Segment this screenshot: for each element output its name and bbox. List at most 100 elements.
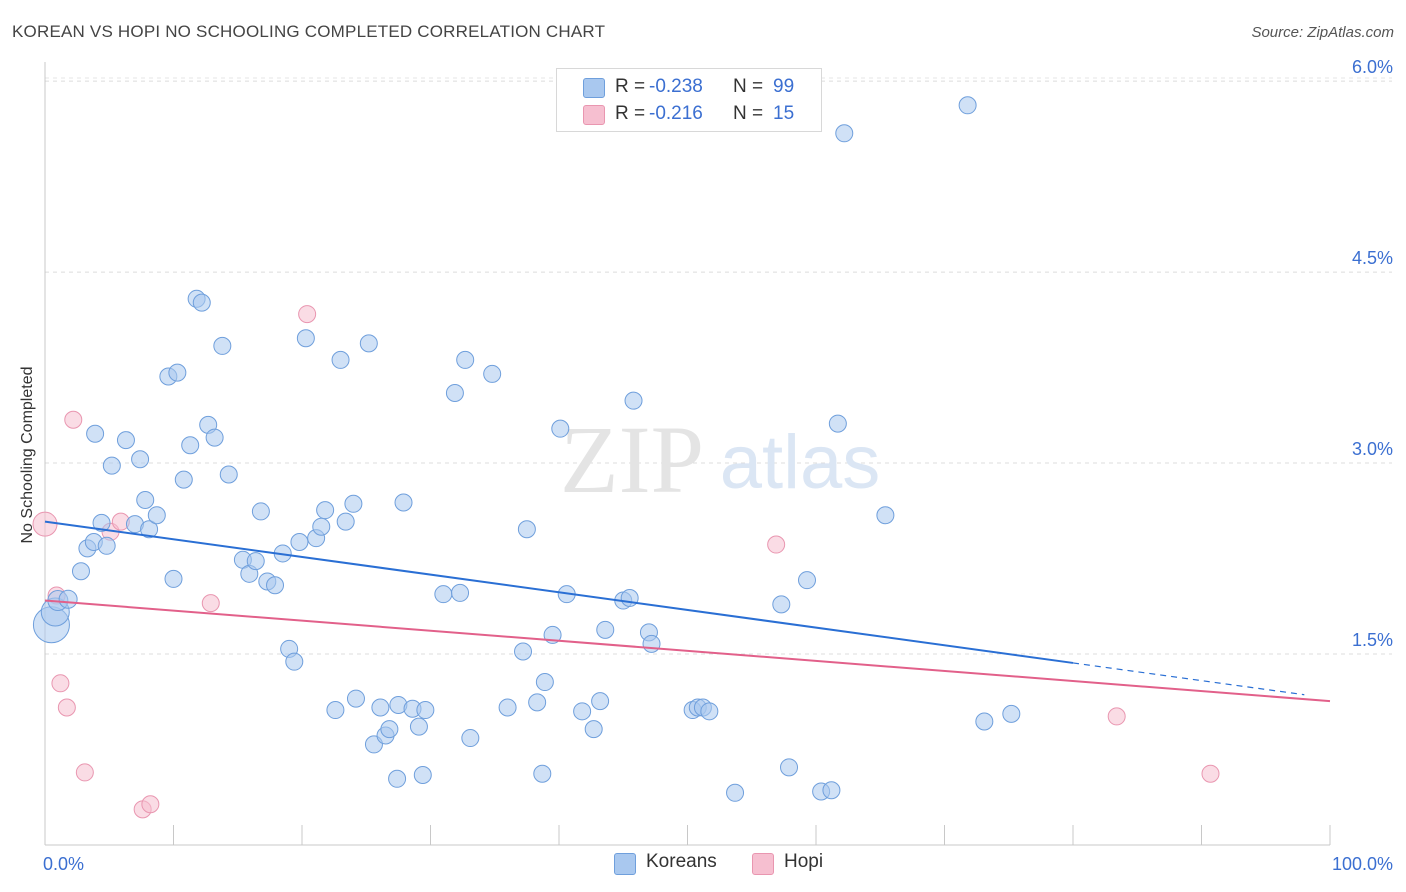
korean-point bbox=[86, 424, 105, 443]
hopi-point bbox=[298, 305, 317, 324]
y-tick-label: 1.5% bbox=[1352, 630, 1393, 650]
hopi-swatch bbox=[583, 105, 605, 125]
chart-title: KOREAN VS HOPI NO SCHOOLING COMPLETED CO… bbox=[12, 22, 606, 41]
korean-point bbox=[642, 634, 661, 653]
y-tick-label: 4.5% bbox=[1352, 248, 1393, 268]
korean-point bbox=[445, 384, 464, 403]
r-label: R = bbox=[615, 76, 646, 97]
korean-point bbox=[535, 673, 554, 692]
korean-point bbox=[584, 720, 603, 739]
korean-point bbox=[620, 589, 639, 608]
legend-label-hopi: Hopi bbox=[784, 851, 824, 872]
korean-point bbox=[181, 436, 200, 455]
korean-point bbox=[975, 712, 994, 731]
korean-points bbox=[32, 96, 1021, 802]
korean-point bbox=[168, 363, 187, 382]
hopi-trend-line bbox=[44, 599, 1331, 703]
korean-point bbox=[266, 576, 285, 595]
tick-labels: 1.5% 3.0% 4.5% 6.0% 0.0% 100.0% bbox=[43, 57, 1393, 874]
trend-lines bbox=[44, 520, 1331, 703]
korean-point bbox=[359, 334, 378, 353]
korean-point bbox=[336, 512, 355, 531]
hopi-point bbox=[57, 698, 76, 717]
korean-point bbox=[71, 562, 90, 581]
korean-point bbox=[596, 620, 615, 639]
hopi-point bbox=[64, 410, 83, 429]
korean-point bbox=[434, 585, 453, 604]
watermark: ZIP atlas bbox=[560, 406, 880, 513]
korean-point bbox=[551, 419, 570, 438]
korean-point bbox=[822, 781, 841, 800]
hopi-point bbox=[141, 795, 160, 814]
hopi-points bbox=[32, 305, 1220, 819]
n-value: 15 bbox=[773, 103, 795, 124]
hopi-point bbox=[1107, 707, 1126, 726]
korean-point bbox=[316, 501, 335, 520]
korean-point bbox=[514, 642, 533, 661]
correlation-legend: R = -0.238 N = 99 R = -0.216 N = 15 bbox=[556, 68, 822, 132]
korean-point bbox=[835, 124, 854, 143]
korean-point bbox=[290, 532, 309, 551]
korean-point bbox=[726, 783, 745, 802]
n-value: 99 bbox=[773, 76, 795, 97]
korean-point bbox=[164, 569, 183, 588]
korean-point bbox=[591, 692, 610, 711]
korean-point bbox=[102, 456, 121, 475]
source-credit: Source: ZipAtlas.com bbox=[1251, 24, 1394, 41]
n-label: N = bbox=[733, 103, 764, 124]
hopi-point bbox=[767, 535, 786, 554]
korean-point bbox=[219, 465, 238, 484]
korean-point bbox=[780, 758, 799, 777]
korean-point bbox=[285, 652, 304, 671]
x-tick-label: 100.0% bbox=[1332, 854, 1393, 874]
legend-label-koreans: Koreans bbox=[646, 851, 717, 872]
korean-point bbox=[174, 470, 193, 489]
hopi-point bbox=[1201, 764, 1220, 783]
korean-point bbox=[416, 701, 435, 720]
korean-point bbox=[346, 689, 365, 708]
koreans-swatch bbox=[614, 853, 636, 875]
korean-point bbox=[573, 702, 592, 721]
r-label: R = bbox=[615, 103, 646, 124]
watermark-atlas: atlas bbox=[720, 420, 881, 505]
hopi-point bbox=[51, 674, 70, 693]
r-value: -0.238 bbox=[649, 76, 703, 97]
korean-point bbox=[205, 428, 224, 447]
korean-point bbox=[413, 765, 432, 784]
korean-point bbox=[326, 701, 345, 720]
korean-point bbox=[213, 336, 232, 355]
hopi-point bbox=[201, 594, 220, 613]
korean-point bbox=[131, 450, 150, 469]
watermark-zip: ZIP bbox=[560, 406, 704, 513]
korean-point bbox=[483, 364, 502, 383]
korean-point bbox=[876, 506, 895, 525]
korean-point bbox=[192, 293, 211, 312]
korean-point bbox=[772, 595, 791, 614]
korean-point bbox=[700, 702, 719, 721]
korean-point bbox=[528, 693, 547, 712]
korean-point bbox=[312, 517, 331, 536]
korean-trend-extension bbox=[1072, 662, 1305, 696]
hopi-point bbox=[32, 511, 58, 537]
r-value: -0.216 bbox=[649, 103, 703, 124]
korean-point bbox=[92, 513, 111, 532]
korean-point bbox=[451, 583, 470, 602]
y-tick-label: 6.0% bbox=[1352, 57, 1393, 77]
korean-point bbox=[533, 764, 552, 783]
korean-point bbox=[958, 96, 977, 115]
korean-point bbox=[296, 329, 315, 348]
x-tick-label: 0.0% bbox=[43, 854, 84, 874]
n-label: N = bbox=[733, 76, 764, 97]
korean-point bbox=[1002, 704, 1021, 723]
korean-point bbox=[116, 431, 135, 450]
korean-point bbox=[498, 698, 517, 717]
korean-point bbox=[461, 729, 480, 748]
korean-point bbox=[251, 502, 270, 521]
korean-trend-line bbox=[44, 520, 1074, 664]
hopi-swatch bbox=[752, 853, 774, 875]
korean-point bbox=[456, 350, 475, 369]
korean-point bbox=[624, 391, 643, 410]
korean-point bbox=[246, 552, 265, 571]
korean-point bbox=[140, 520, 159, 539]
korean-point bbox=[517, 520, 536, 539]
